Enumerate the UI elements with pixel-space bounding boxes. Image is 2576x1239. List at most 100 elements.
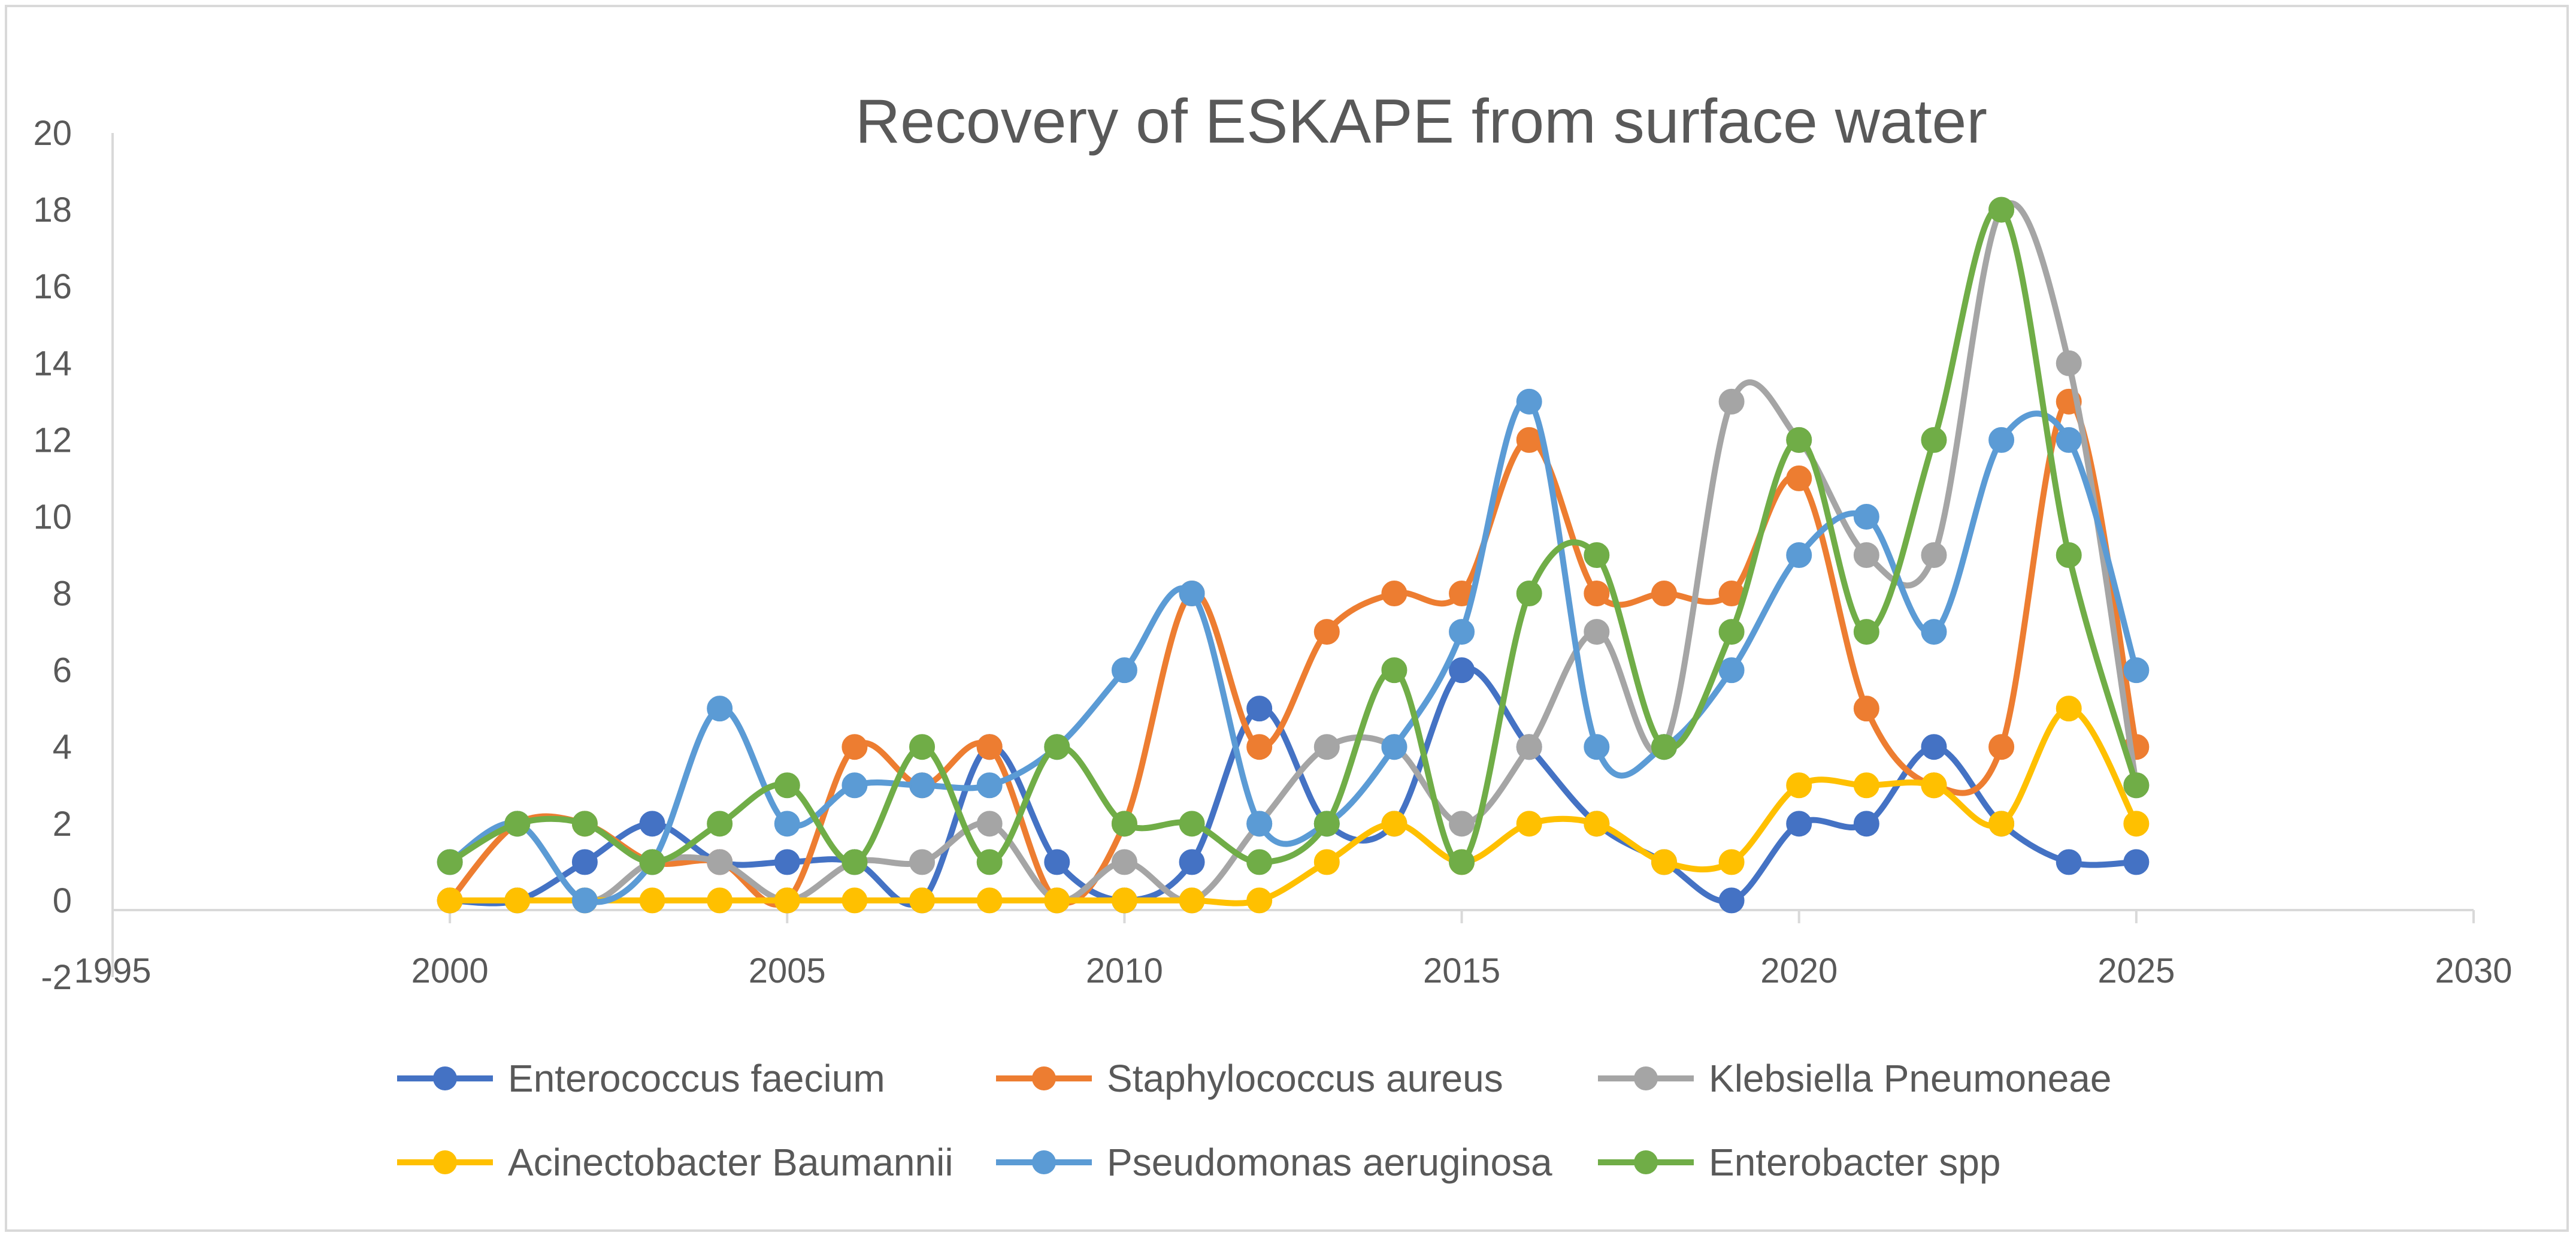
data-point xyxy=(1584,619,1610,645)
y-tick-label: 12 xyxy=(33,421,72,460)
data-point xyxy=(2123,772,2150,799)
data-point xyxy=(2056,696,2082,722)
data-point xyxy=(1786,811,1812,837)
data-point xyxy=(774,811,800,837)
data-point xyxy=(1179,581,1205,607)
data-point xyxy=(1111,657,1137,684)
data-point xyxy=(1584,811,1610,837)
data-point xyxy=(1381,657,1407,684)
data-point xyxy=(774,849,800,875)
legend-label: Staphylococcus aureus xyxy=(1107,1057,1503,1100)
series-6 xyxy=(437,197,2150,875)
data-point xyxy=(841,734,868,760)
legend-item: Klebsiella Pneumoneae xyxy=(1598,1057,2111,1100)
legend-marker xyxy=(1032,1150,1056,1174)
data-point xyxy=(1921,427,1947,453)
x-tick-label: 2025 xyxy=(2097,951,2175,990)
chart-frame xyxy=(5,5,2569,1232)
series-line xyxy=(447,200,2139,905)
data-point xyxy=(909,772,936,799)
data-point xyxy=(1381,581,1407,607)
data-point xyxy=(1516,581,1542,607)
data-point xyxy=(707,811,733,837)
legend-marker xyxy=(433,1150,457,1174)
legend-marker xyxy=(1032,1066,1056,1090)
data-point xyxy=(2056,849,2082,875)
data-point xyxy=(1584,734,1610,760)
series-line xyxy=(447,397,2139,905)
data-point xyxy=(841,887,868,914)
data-point xyxy=(1516,388,1542,415)
y-tick-label: 6 xyxy=(53,651,72,690)
data-point xyxy=(1044,734,1070,760)
y-tick-label: 0 xyxy=(53,881,72,920)
series-line xyxy=(447,665,2139,908)
legend-item: Enterococcus faecium xyxy=(397,1057,885,1100)
data-point xyxy=(1179,887,1205,914)
y-tick-label: 18 xyxy=(33,191,72,229)
data-point xyxy=(1921,734,1947,760)
data-point xyxy=(504,887,531,914)
axes: -2 0 2 4 6 8 10 12 14 16 18 20 1995 2000 2005 2010 2015 2… xyxy=(33,114,2512,997)
data-point xyxy=(1179,849,1205,875)
data-point xyxy=(1921,542,1947,568)
data-point xyxy=(976,811,1003,837)
data-point xyxy=(1921,772,1947,799)
data-point xyxy=(571,887,598,914)
y-tick-label: 2 xyxy=(53,805,72,844)
data-point xyxy=(1718,887,1745,914)
legend-item: Enterobacter spp xyxy=(1598,1141,2000,1184)
data-point xyxy=(2123,811,2150,837)
data-point xyxy=(1584,542,1610,568)
data-point xyxy=(1449,849,1475,875)
data-point xyxy=(1246,887,1273,914)
legend-label: Klebsiella Pneumoneae xyxy=(1709,1057,2111,1100)
data-point xyxy=(1313,734,1340,760)
data-point xyxy=(437,849,463,875)
data-point xyxy=(1853,619,1879,645)
data-point xyxy=(1988,734,2015,760)
y-tick-label: 4 xyxy=(53,728,72,767)
data-point xyxy=(1988,811,2015,837)
x-tick-label: 2000 xyxy=(411,951,489,990)
data-point xyxy=(1449,619,1475,645)
data-point xyxy=(1718,388,1745,415)
data-point xyxy=(1381,734,1407,760)
y-tick-label: 16 xyxy=(33,267,72,306)
data-point xyxy=(1718,619,1745,645)
data-point xyxy=(1786,772,1812,799)
data-point xyxy=(2056,350,2082,376)
data-point xyxy=(1449,657,1475,684)
data-point xyxy=(1313,619,1340,645)
data-point xyxy=(1651,581,1677,607)
series-line xyxy=(447,205,2139,866)
data-point xyxy=(1381,811,1407,837)
legend-label: Pseudomonas aeruginosa xyxy=(1107,1141,1552,1184)
data-point xyxy=(1988,427,2015,453)
series-4 xyxy=(437,696,2150,914)
data-point xyxy=(1516,734,1542,760)
data-point xyxy=(1651,849,1677,875)
data-point xyxy=(1786,465,1812,491)
data-point xyxy=(1651,734,1677,760)
data-point xyxy=(2123,849,2150,875)
data-point xyxy=(1246,696,1273,722)
x-tick-label: 2030 xyxy=(2435,951,2512,990)
x-tick-label: 1995 xyxy=(74,951,151,990)
data-point xyxy=(1921,619,1947,645)
data-point xyxy=(1111,811,1137,837)
x-tick-label: 2005 xyxy=(749,951,826,990)
data-point xyxy=(841,772,868,799)
data-point xyxy=(1988,197,2015,223)
data-point xyxy=(1516,427,1542,453)
legend-label: Acinectobacter Baumannii xyxy=(508,1141,953,1184)
data-point xyxy=(976,887,1003,914)
data-point xyxy=(1246,734,1273,760)
chart-title: Recovery of ESKAPE from surface water xyxy=(855,87,1987,156)
data-point xyxy=(2056,427,2082,453)
data-point xyxy=(909,849,936,875)
legend-item: Staphylococcus aureus xyxy=(996,1057,1503,1100)
data-point xyxy=(909,734,936,760)
y-tick-label: 20 xyxy=(33,114,72,153)
